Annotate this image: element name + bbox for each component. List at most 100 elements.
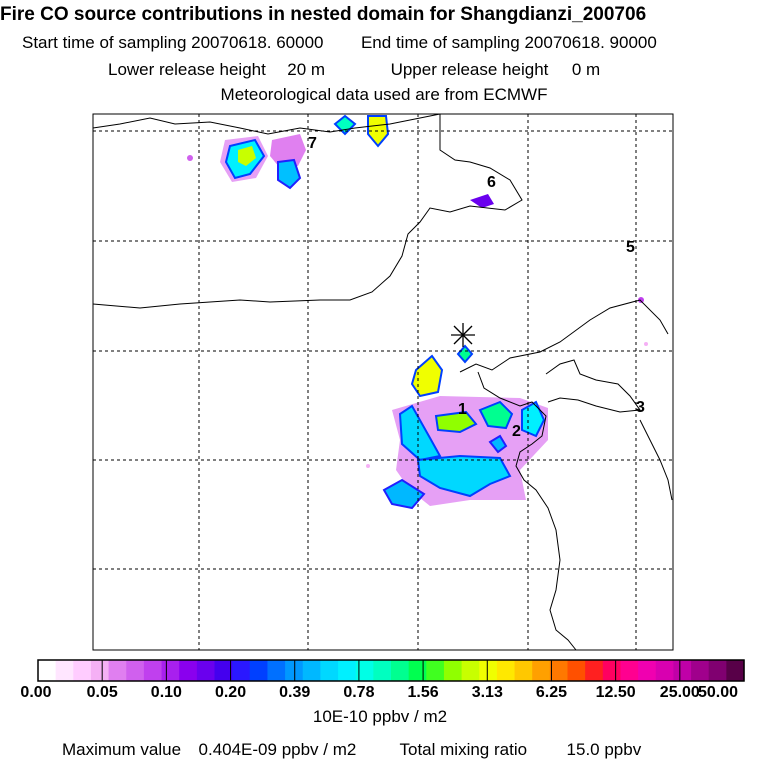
colorbar-tick-label: 6.25 (535, 684, 568, 701)
colorbar-cell (408, 660, 427, 681)
colorbar-cell (302, 660, 321, 681)
border-north (92, 114, 523, 309)
colorbar-cell (461, 660, 480, 681)
colorbar-cell (143, 660, 163, 681)
site-label-1: 1 (458, 401, 467, 418)
colorbar-dividers (101, 660, 681, 681)
coast-shandong (477, 371, 577, 651)
dot-d (366, 464, 370, 468)
contribution-patches (187, 114, 648, 510)
colorbar-cell (320, 660, 339, 681)
colorbar-cell (249, 660, 269, 681)
colorbar (38, 660, 745, 681)
colorbar-tick-label: 12.50 (595, 684, 636, 701)
colorbar-cell (232, 660, 251, 681)
receptor-asterisk (451, 323, 475, 347)
colorbar-cell (726, 660, 745, 681)
coast-bohai (459, 299, 669, 373)
colorbar-cell (426, 660, 445, 681)
patch-site-diamond (456, 344, 474, 364)
coastlines (92, 113, 673, 651)
colorbar-cell (532, 660, 551, 681)
colorbar-cell (496, 660, 516, 681)
colorbar-cell (338, 660, 357, 681)
colorbar-cell (514, 660, 533, 681)
colorbar-cell (708, 660, 727, 681)
colorbar-cell (161, 660, 180, 681)
coast-east (545, 359, 641, 413)
colorbar-cell (179, 660, 198, 681)
lower-height-label: Lower release height (108, 60, 266, 79)
colorbar-cell (602, 660, 622, 681)
upper-height-label: Upper release height (390, 60, 549, 79)
colorbar-tick-label: 0.78 (343, 684, 375, 701)
patch-cluster-west (398, 404, 442, 462)
dot-b (638, 297, 644, 303)
patch-cluster-site1 (434, 410, 478, 434)
colorbar-cell (214, 660, 233, 681)
colorbar-cell (549, 660, 569, 681)
patch-cluster-east (478, 400, 514, 430)
colorbar-cell (55, 660, 74, 681)
colorbar-cell (585, 660, 604, 681)
chart-title: Fire CO source contributions in nested d… (0, 4, 647, 25)
upper-height-value: 0 m (571, 60, 601, 79)
colorbar-cell (108, 660, 127, 681)
colorbar-cell (38, 660, 57, 681)
site-label-6: 6 (487, 174, 496, 191)
end-time-value: 20070618. 90000 (524, 33, 657, 52)
patch-cluster-north (410, 354, 444, 398)
colorbar-tick-label: 3.13 (471, 684, 503, 701)
summary-stats: Maximum value 0.404E-09 ppbv / m2 Total … (62, 740, 641, 760)
colorbar-cell (443, 660, 463, 681)
patch-7-mid (270, 134, 306, 168)
lower-height-value: 20 m (287, 60, 326, 79)
colorbar-cell (285, 660, 304, 681)
colorbar-cell (655, 660, 674, 681)
patch-cluster-south (416, 454, 512, 498)
colorbar-tick-label: 25.00 (659, 684, 700, 701)
dot-a (187, 155, 193, 161)
patch-7-mid-core (277, 158, 302, 190)
colorbar-tick-label: 0.10 (150, 684, 182, 701)
colorbar-cell (479, 660, 498, 681)
total-mixing-value: 15.0 ppbv (566, 740, 642, 759)
colorbar-tick-label: 1.56 (407, 684, 439, 701)
patch-cluster-small (488, 434, 508, 454)
colorbar-cell (391, 660, 410, 681)
plot-frame (92, 113, 674, 651)
colorbar-cell (638, 660, 657, 681)
colorbar-cell (355, 660, 374, 681)
patch-6 (470, 194, 494, 208)
colorbar-units: 10E-10 ppbv / m2 (312, 707, 448, 726)
max-value: 0.404E-09 ppbv / m2 (198, 740, 357, 759)
colorbar-cell (673, 660, 692, 681)
colorbar-cell (73, 660, 92, 681)
met-data-note: Meteorological data used are from ECMWF (220, 85, 548, 104)
colorbar-cell (196, 660, 216, 681)
site-label-5: 5 (626, 239, 635, 256)
colorbar-tick-label: 0.05 (86, 684, 118, 701)
colorbar-cell (267, 660, 286, 681)
dot-c (644, 342, 648, 346)
start-time-label: Start time of sampling (22, 33, 187, 52)
colorbar-cell (567, 660, 586, 681)
end-time-label: End time of sampling (360, 33, 520, 52)
start-time-value: 20070618. 60000 (191, 33, 324, 52)
site-label-2: 2 (512, 423, 521, 440)
max-value-label: Maximum value (62, 740, 182, 759)
grid (93, 114, 673, 650)
colorbar-cell (90, 660, 110, 681)
colorbar-cell (691, 660, 710, 681)
site-label-3: 3 (636, 399, 645, 416)
sampling-times: Start time of sampling 20070618. 60000 E… (22, 33, 657, 53)
colorbar-tick-label: 0.00 (20, 684, 52, 701)
colorbar-tick-label: 0.39 (279, 684, 311, 701)
colorbar-tick-label: 0.20 (214, 684, 247, 701)
colorbar-tick-label: 50.00 (697, 684, 739, 701)
release-heights: Lower release height 20 m Upper release … (108, 60, 600, 80)
total-mixing-label: Total mixing ratio (399, 740, 528, 759)
patch-7-west-hot (238, 146, 256, 166)
colorbar-cell (620, 660, 639, 681)
